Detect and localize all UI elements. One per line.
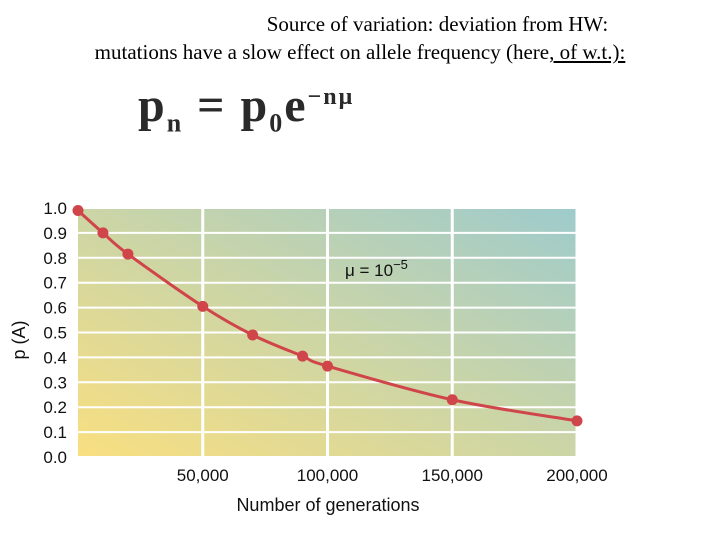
x-tick-label: 50,000 bbox=[177, 466, 229, 485]
mutation-rate-exponent: −5 bbox=[393, 257, 408, 272]
formula-rhs-sub: 0 bbox=[269, 108, 285, 138]
y-tick-label: 0.6 bbox=[43, 299, 67, 318]
y-tick-label: 0.2 bbox=[43, 398, 67, 417]
data-point bbox=[197, 300, 209, 312]
formula-equals: = bbox=[197, 79, 227, 132]
y-tick-label: 0.9 bbox=[43, 224, 67, 243]
formula-lhs: p bbox=[138, 79, 167, 132]
y-tick-label: 0.3 bbox=[43, 373, 67, 392]
x-tick-labels: 50,000 100,000 150,000 200,000 bbox=[177, 466, 608, 485]
title-line-2-underlined: , of w.t.): bbox=[549, 40, 626, 64]
data-point bbox=[122, 248, 134, 260]
grid-lines bbox=[78, 207, 579, 458]
x-tick-label: 200,000 bbox=[546, 466, 607, 485]
decay-formula: pn = p0e−nμ bbox=[138, 78, 354, 139]
data-points bbox=[72, 204, 583, 427]
x-tick-label: 100,000 bbox=[297, 466, 358, 485]
title-line-2: mutations have a slow effect on allele f… bbox=[0, 38, 720, 66]
title-line-1: Source of variation: deviation from HW: bbox=[266, 12, 609, 36]
data-point bbox=[571, 415, 583, 427]
data-point bbox=[297, 350, 309, 362]
formula-rhs: p bbox=[240, 79, 270, 132]
y-tick-label: 0.5 bbox=[43, 324, 67, 343]
y-tick-label: 0.1 bbox=[43, 423, 67, 442]
title-line-2-text: mutations have a slow effect on allele f… bbox=[94, 40, 550, 64]
y-tick-label: 1.0 bbox=[43, 199, 67, 218]
y-tick-label: 0.4 bbox=[43, 348, 67, 367]
data-point bbox=[97, 227, 109, 239]
y-axis-label: p (A) bbox=[9, 320, 29, 359]
y-tick-label: 0.7 bbox=[43, 274, 67, 293]
slide-title: Source of variation: deviation from HW: … bbox=[0, 10, 720, 66]
y-tick-labels: 0.0 0.1 0.2 0.3 0.4 0.5 0.6 0.7 0.8 0.9 1.0 bbox=[43, 199, 67, 467]
data-point bbox=[247, 329, 259, 341]
y-tick-label: 0.8 bbox=[43, 249, 67, 268]
data-point bbox=[72, 204, 84, 216]
formula-exponent: −nμ bbox=[307, 84, 355, 110]
x-tick-label: 150,000 bbox=[422, 466, 483, 485]
data-point bbox=[446, 394, 458, 406]
mutation-rate-annotation: μ = 10−5 bbox=[345, 257, 408, 280]
y-tick-label: 0.0 bbox=[43, 448, 67, 467]
formula-e: e bbox=[284, 79, 308, 132]
data-point bbox=[322, 360, 333, 372]
x-axis-label: Number of generations bbox=[236, 495, 419, 515]
formula-lhs-sub: n bbox=[166, 108, 184, 138]
